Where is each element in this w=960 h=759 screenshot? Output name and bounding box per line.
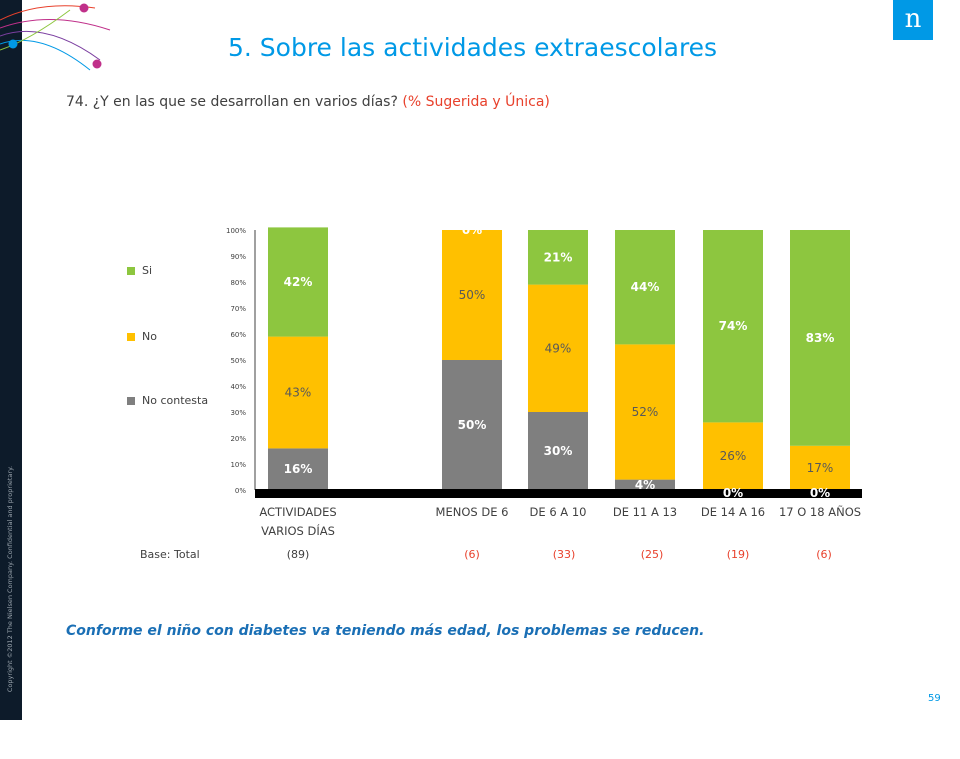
- bar-segment-no: [703, 422, 763, 490]
- y-tick-label: 70%: [230, 305, 246, 313]
- question-label: 74. ¿Y en las que se desarrollan en vari…: [66, 94, 398, 110]
- data-label: 0%: [810, 486, 830, 500]
- legend-swatch-si: [127, 266, 135, 275]
- y-tick-label: 90%: [230, 253, 246, 261]
- conclusion-text: Conforme el niño con diabetes va teniend…: [66, 623, 705, 639]
- bar-segment-no-contesta: [268, 448, 328, 490]
- data-label: 83%: [806, 331, 835, 345]
- data-label: 0%: [723, 486, 743, 500]
- question-text: 74. ¿Y en las que se desarrollan en vari…: [66, 94, 550, 110]
- legend-swatch-no: [127, 332, 135, 341]
- x-category-label: DE 11 A 13: [613, 505, 677, 519]
- bar-segment-no-contesta: [615, 479, 675, 490]
- base-value: (25): [640, 548, 664, 561]
- data-label: 21%: [544, 250, 573, 264]
- data-label: 44%: [631, 280, 660, 294]
- legend-swatch-no-contesta: [127, 396, 135, 405]
- x-category-label: VARIOS DÍAS: [261, 523, 335, 538]
- data-label: 42%: [284, 275, 313, 289]
- bar-segment-no: [268, 336, 328, 449]
- data-label: 52%: [632, 405, 659, 419]
- y-tick-label: 80%: [230, 279, 246, 287]
- stacked-bar-chart: 0% 10% 20% 30% 40% 50% 60% 70% 80% 90% 100% 16% 43% 4…: [225, 223, 862, 538]
- data-label: 74%: [719, 319, 748, 333]
- y-tick-label: 20%: [230, 435, 246, 443]
- x-category-label: MENOS DE 6: [436, 505, 509, 519]
- data-label: 26%: [720, 449, 747, 463]
- data-label: 17%: [807, 461, 834, 475]
- base-value: (89): [286, 548, 310, 561]
- base-value: (6): [816, 548, 832, 561]
- bar-segment-si: [790, 230, 850, 446]
- legend-item-no: No: [127, 330, 157, 343]
- nielsen-logo: n: [893, 0, 933, 40]
- legend-label-no-contesta: No contesta: [142, 394, 209, 407]
- data-label: 30%: [544, 444, 573, 458]
- data-label: 49%: [545, 341, 572, 355]
- bar-segment-no: [528, 284, 588, 412]
- question-note: (% Sugerida y Única): [402, 94, 550, 110]
- y-tick-label: 30%: [230, 409, 246, 417]
- y-tick-label: 50%: [230, 357, 246, 365]
- bar-segment-no-contesta: [528, 412, 588, 490]
- y-tick-label: 60%: [230, 331, 246, 339]
- data-label: 0%: [462, 223, 482, 237]
- legend-label-si: Si: [142, 264, 153, 277]
- left-strip: [0, 0, 22, 720]
- y-tick-label: 40%: [230, 383, 246, 391]
- bar-segment-si: [703, 230, 763, 423]
- bar-segment-no: [615, 344, 675, 480]
- base-row: Base: Total (89) (6) (33) (25) (19) (6): [0, 548, 960, 564]
- data-label: 50%: [459, 288, 486, 302]
- base-label: Base: Total: [140, 548, 200, 561]
- x-category-label: ACTIVIDADES: [259, 505, 336, 519]
- data-label: 43%: [285, 386, 312, 400]
- bar-segment-si: [268, 227, 328, 337]
- bar-segment-no: [442, 230, 502, 360]
- y-tick-label: 0%: [235, 487, 246, 495]
- bar-segment-si: [528, 230, 588, 285]
- x-axis-band: [255, 489, 862, 498]
- bar-segment-no-contesta: [442, 360, 502, 490]
- x-category-label: 17 O 18 AÑOS: [779, 504, 861, 519]
- page-number: 59: [928, 693, 941, 704]
- data-label: 4%: [635, 478, 655, 492]
- x-category-label: DE 14 A 16: [701, 505, 765, 519]
- data-label: 50%: [458, 418, 487, 432]
- bar-segment-si: [615, 230, 675, 345]
- x-category-label: DE 6 A 10: [530, 505, 587, 519]
- bar-segment-no: [790, 445, 850, 490]
- data-label: 16%: [284, 462, 313, 476]
- decorative-swirl: [0, 3, 111, 71]
- base-value: (6): [464, 548, 480, 561]
- base-value: (19): [726, 548, 750, 561]
- page-title: 5. Sobre las actividades extraescolares: [228, 33, 718, 62]
- base-value: (33): [552, 548, 576, 561]
- legend-item-no-contesta: No contesta: [127, 394, 208, 407]
- legend-label-no: No: [142, 330, 157, 343]
- y-tick-label: 10%: [230, 461, 246, 469]
- y-tick-label: 100%: [226, 227, 246, 235]
- legend-item-si: Si: [127, 264, 152, 277]
